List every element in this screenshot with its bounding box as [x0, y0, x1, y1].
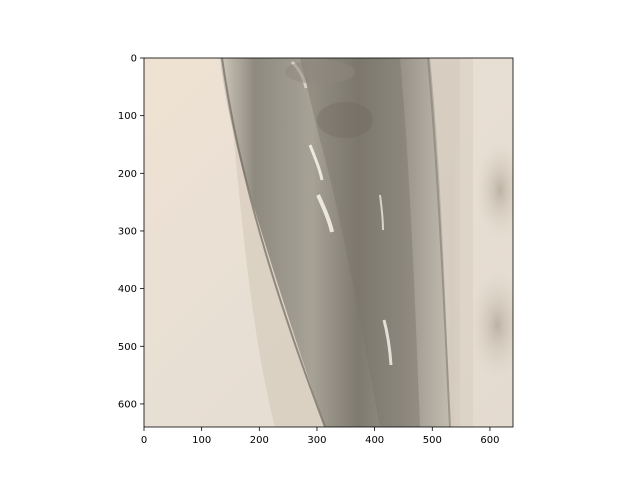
y-tick-label: 200 [118, 169, 137, 180]
axes-frame [143, 57, 514, 428]
x-tick-label: 0 [141, 435, 147, 446]
x-tick-label: 400 [365, 435, 384, 446]
y-tick-label: 100 [118, 111, 137, 122]
highlight-4 [382, 319, 393, 366]
background-stripe-2 [455, 58, 473, 427]
highlight-1 [308, 144, 324, 181]
highlight-3 [379, 194, 384, 231]
x-tick-label: 500 [423, 435, 442, 446]
y-tick-label: 0 [131, 54, 137, 65]
right-shadow-upper [475, 140, 513, 240]
tube-core [300, 58, 420, 427]
highlight-2 [316, 194, 334, 233]
image-area [144, 58, 513, 427]
tube-top-ring [285, 60, 355, 84]
tube-right-edge [427, 58, 451, 427]
x-tick-label: 600 [480, 435, 499, 446]
x-axis: 0 100 200 300 400 500 600 [141, 427, 499, 446]
tube-inner-blob [317, 102, 373, 138]
y-tick-label: 600 [118, 399, 137, 410]
tube-body [220, 58, 450, 427]
y-tick-label: 500 [118, 342, 137, 353]
x-tick-label: 300 [307, 435, 326, 446]
tube-left-edge [221, 58, 326, 427]
x-tick-label: 100 [192, 435, 211, 446]
right-shadow-lower [470, 270, 513, 380]
y-axis: 0 100 200 300 400 500 600 [118, 54, 144, 410]
y-tick-label: 400 [118, 284, 137, 295]
x-tick-label: 200 [250, 435, 269, 446]
y-tick-label: 300 [118, 226, 137, 237]
